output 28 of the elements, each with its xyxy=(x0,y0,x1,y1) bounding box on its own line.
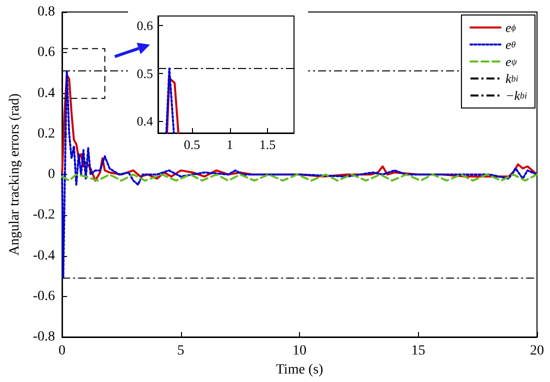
x-tick-label: 5 xyxy=(177,344,184,358)
y-tick-label: 0.6 xyxy=(38,45,56,60)
line-series xyxy=(61,70,538,280)
x-axis-title: Time (s) xyxy=(276,362,324,378)
x-tick-label: 1.5 xyxy=(259,137,276,152)
legend-label: eϕ xyxy=(505,20,516,35)
y-tick-label: -0.4 xyxy=(32,248,56,264)
x-tick-label: 1 xyxy=(226,137,234,152)
legend-label: eψ xyxy=(505,54,518,69)
y-tick-label: -0.8 xyxy=(32,330,56,344)
y-tick-label: 0 xyxy=(48,167,56,182)
y-tick-label: 0.2 xyxy=(38,126,56,142)
legend-label: eθ xyxy=(505,37,516,52)
legend-label: −kbi xyxy=(505,88,528,103)
x-tick-label: 20 xyxy=(530,344,544,358)
y-axis-title: Angular tracking errors (rad) xyxy=(8,93,22,256)
x-tick-label: 15 xyxy=(411,344,426,358)
y-tick-label: 0.4 xyxy=(136,114,154,129)
x-tick-label: 0.5 xyxy=(184,137,200,152)
ref-line-label: kbi xyxy=(505,71,519,86)
y-tick-label: -0.2 xyxy=(32,208,56,223)
x-tick-label: 10 xyxy=(292,344,307,358)
y-tick-label: 0.8 xyxy=(38,4,56,20)
x-tick-label: 0 xyxy=(58,344,66,358)
y-tick-label: 0.5 xyxy=(136,66,153,81)
y-tick-label: 0.6 xyxy=(136,18,154,34)
y-tick-label: -0.6 xyxy=(32,288,56,304)
y-tick-label: 0.4 xyxy=(38,86,56,101)
